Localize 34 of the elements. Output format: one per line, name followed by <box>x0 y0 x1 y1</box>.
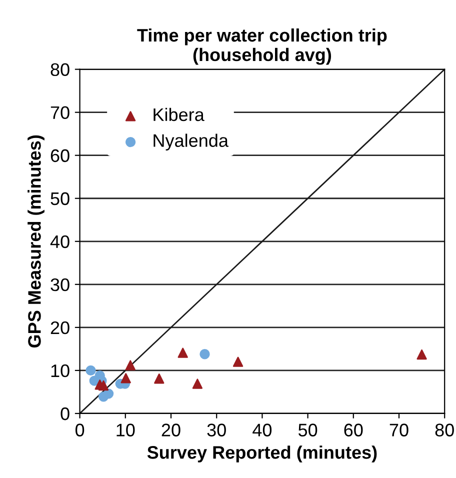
legend-label: Kibera <box>154 108 204 122</box>
y-tick-label: 0 <box>60 407 70 420</box>
x-tick-label: 0 <box>75 424 84 436</box>
point <box>200 349 210 360</box>
y-tick-label: 30 <box>50 278 70 292</box>
chart-title: Time per water collection trip (household avg) <box>137 28 387 65</box>
x-tick-label: 10 <box>116 424 135 436</box>
y-tick-label: 20 <box>50 321 70 334</box>
x-tick-label: 60 <box>344 424 363 436</box>
point <box>103 388 114 399</box>
x-tick-label: 40 <box>252 424 272 436</box>
legend-label: Nyalenda <box>154 134 228 151</box>
y-tick-label: 60 <box>50 149 70 162</box>
point <box>416 349 427 360</box>
x-tick-label: 70 <box>390 424 408 436</box>
point <box>232 356 244 367</box>
point <box>98 380 109 391</box>
point <box>192 378 203 389</box>
y-tick-label: 70 <box>50 106 70 120</box>
x-tick-label: 80 <box>435 424 454 436</box>
point <box>86 365 96 376</box>
y-axis-title: GPS Measured (minutes) <box>28 135 44 348</box>
x-tick-label: 50 <box>298 424 318 436</box>
point <box>125 360 136 370</box>
y-tick-label: 40 <box>50 235 70 248</box>
x-tick-label: 20 <box>162 424 180 436</box>
point <box>154 374 164 384</box>
point <box>178 348 188 358</box>
x-axis-title: Survey Reported (minutes) <box>147 446 377 462</box>
x-tick-label: 30 <box>207 424 226 436</box>
y-tick-label: 80 <box>50 63 70 76</box>
y-tick-label: 50 <box>50 192 70 206</box>
point <box>120 373 131 384</box>
y-tick-label: 10 <box>51 364 70 378</box>
